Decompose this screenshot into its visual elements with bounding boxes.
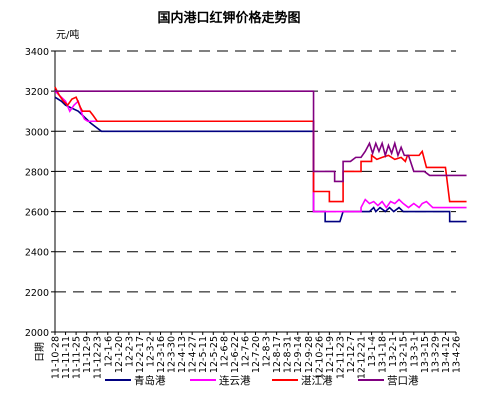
axes bbox=[51, 50, 457, 335]
series-line-2 bbox=[54, 86, 467, 203]
y-tick-labels: 2000 2200 2400 2600 2800 3000 3200 3400 bbox=[25, 47, 49, 339]
x-tick-label: 12-2-17 bbox=[135, 336, 146, 373]
x-tick-label: 12-11-23 bbox=[335, 336, 346, 379]
x-tick-label: 13-4-12 bbox=[441, 336, 452, 373]
x-tick-label: 12-1-6 bbox=[103, 336, 114, 367]
x-tick-label: 12-9-28 bbox=[304, 336, 315, 373]
x-tick-label: 12-4-27 bbox=[188, 336, 199, 373]
x-tick-label: 11-11-11 bbox=[61, 336, 72, 379]
x-tick-label: 11-12-9 bbox=[82, 336, 93, 373]
x-tick-label: 13-3-15 bbox=[420, 336, 431, 373]
x-tick-label: 12-8-3 bbox=[262, 336, 273, 367]
x-tick-label: 12-8-31 bbox=[283, 336, 294, 373]
x-tick-label: 12-3-16 bbox=[156, 336, 167, 373]
y-tick-label-2800: 2800 bbox=[25, 167, 49, 178]
x-tick-label: 12-6-22 bbox=[230, 336, 241, 373]
x-tick-label: 12-12-7 bbox=[346, 336, 357, 373]
chart-title: 国内港口红钾价格走势图 bbox=[157, 10, 300, 26]
x-tick-labels: 11-10-28 11-11-11 11-11-25 11-12-9 11-12-23 1… bbox=[51, 336, 463, 379]
x-tick-label: 13-1-4 bbox=[367, 336, 378, 367]
x-tick-label: 12-11-9 bbox=[325, 336, 336, 373]
x-tick-label: 11-10-28 bbox=[51, 336, 62, 379]
x-tick-label: 12-2-3 bbox=[124, 336, 135, 367]
x-tick-label: 12-1-20 bbox=[114, 336, 125, 373]
legend-label-2: 湛江港 bbox=[301, 375, 333, 387]
legend-label-3: 营口港 bbox=[387, 374, 419, 387]
series-lines bbox=[54, 86, 467, 223]
y-tick-label-2400: 2400 bbox=[25, 248, 49, 259]
y-tick-label-2600: 2600 bbox=[25, 208, 49, 219]
y-tick-label-3400: 3400 bbox=[25, 47, 49, 58]
x-tick-label: 11-11-25 bbox=[72, 336, 83, 379]
legend: 青岛港 连云港 湛江港 营口港 bbox=[105, 374, 419, 387]
series-line-1 bbox=[54, 90, 467, 213]
x-tick-label: 13-3-29 bbox=[430, 336, 441, 373]
x-tick-label: 12-7-6 bbox=[240, 336, 251, 367]
series-line-0 bbox=[54, 96, 467, 223]
y-tick-label-3200: 3200 bbox=[25, 87, 49, 98]
x-tick-label: 12-4-13 bbox=[177, 336, 188, 373]
x-tick-label: 12-6-8 bbox=[219, 336, 230, 367]
x-tick-label: 12-3-2 bbox=[145, 336, 156, 367]
x-tick-label: 13-2-15 bbox=[399, 336, 410, 373]
x-tick-label: 13-4-26 bbox=[452, 336, 463, 373]
x-tick-label: 12-9-14 bbox=[293, 336, 304, 373]
x-tick-label: 13-2-1 bbox=[388, 336, 399, 367]
x-axis-label: 日期 bbox=[34, 342, 46, 362]
legend-label-1: 连云港 bbox=[219, 374, 251, 387]
gridlines bbox=[55, 50, 456, 293]
x-tick-label: 12-10-26 bbox=[314, 336, 325, 379]
x-tick-label: 13-1-18 bbox=[378, 336, 389, 373]
x-tick-label: 11-12-23 bbox=[93, 336, 104, 379]
y-axis-unit-label: 元/吨 bbox=[56, 28, 79, 41]
y-tick-label-2200: 2200 bbox=[25, 288, 49, 299]
y-tick-label-3000: 3000 bbox=[25, 127, 49, 138]
legend-label-0: 青岛港 bbox=[134, 374, 166, 387]
x-tick-label: 12-5-11 bbox=[198, 336, 209, 373]
y-tick-label-2000: 2000 bbox=[25, 328, 49, 339]
x-tick-label: 13-3-1 bbox=[409, 336, 420, 367]
x-tick-label: 12-12-21 bbox=[357, 336, 368, 379]
series-line-3 bbox=[55, 90, 467, 183]
x-tick-label: 12-5-25 bbox=[209, 336, 220, 373]
x-tick-label: 12-8-17 bbox=[272, 336, 283, 373]
x-tick-label: 12-7-20 bbox=[251, 336, 262, 373]
x-tick-label: 12-3-30 bbox=[167, 336, 178, 373]
